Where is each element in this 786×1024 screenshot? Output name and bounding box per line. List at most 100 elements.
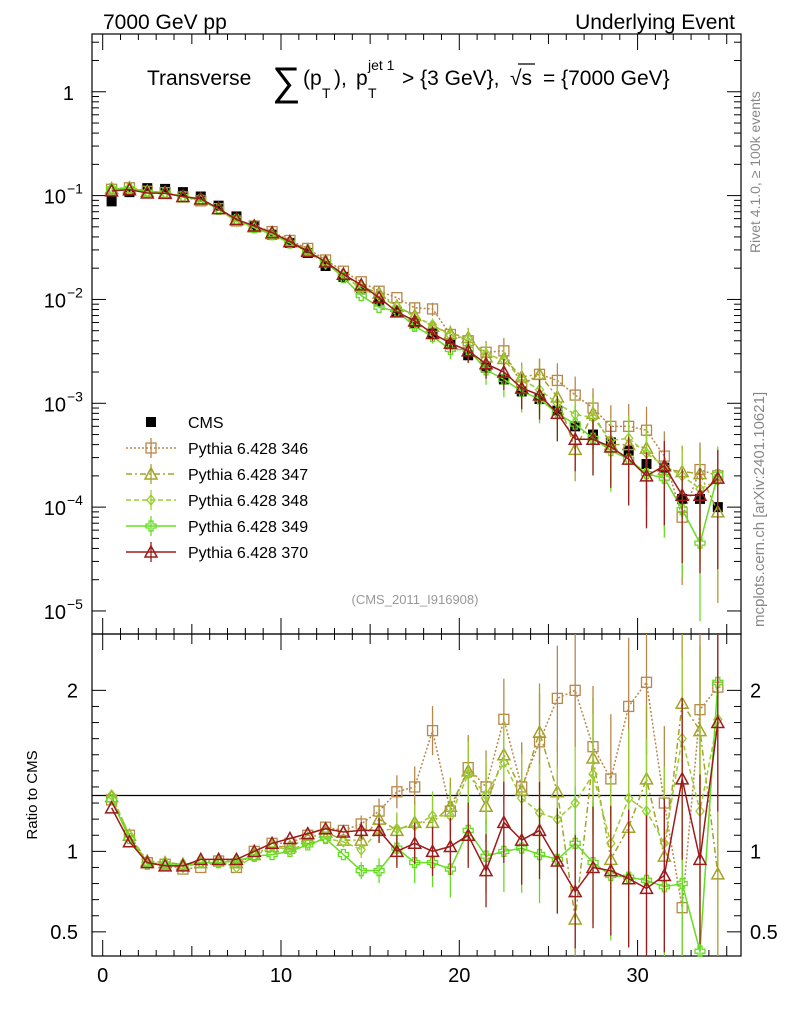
main-ytick-exp: −4 (67, 492, 83, 508)
main-point-p349 (284, 237, 296, 249)
ratio-point-p349 (212, 856, 225, 869)
main-point-p346 (426, 303, 439, 315)
title-sigma: ∑ (272, 60, 301, 104)
ratio-point-p370 (157, 858, 173, 872)
ratio-point-p348 (302, 837, 313, 850)
legend-label-p348: Pythia 6.428 348 (188, 493, 308, 510)
main-ytick-label: 10 (44, 394, 66, 416)
main-point-p370 (300, 243, 316, 258)
main-point-cms (320, 260, 331, 271)
ratio-point-p370 (639, 880, 654, 895)
ratio-point-p349 (355, 865, 367, 877)
main-point-p370 (229, 211, 244, 226)
title-cut: > {3 GeV}, (402, 67, 500, 90)
legend-marker-p349 (145, 520, 157, 532)
ratio-point-p349 (284, 845, 296, 857)
ratio-point-p370 (621, 871, 636, 885)
ratio-point-p370 (407, 835, 422, 850)
legend-marker-cms (146, 417, 156, 427)
ratio-point-p370 (389, 843, 405, 858)
legend-label-p349: Pythia 6.428 349 (188, 519, 308, 536)
main-point-p370 (550, 405, 565, 420)
main-point-p370 (443, 335, 458, 349)
ratio-ytick-label-left: 2 (67, 680, 78, 702)
ratio-point-p349 (337, 848, 350, 861)
ratio-point-p348 (356, 843, 367, 856)
ratio-point-p370 (710, 714, 726, 729)
main-point-p346 (391, 292, 403, 304)
main-point-p370 (532, 387, 547, 401)
main-point-p370 (407, 313, 422, 327)
ratio-point-p370 (104, 800, 119, 814)
ratio-point-p370 (532, 822, 547, 837)
ratio-point-p348 (481, 788, 491, 802)
ratio-point-p348 (338, 835, 349, 848)
ratio-point-p346 (623, 700, 635, 713)
ratio-point-p349 (302, 839, 314, 851)
header-left: 7000 GeV pp (103, 11, 227, 34)
ratio-point-p348 (463, 768, 474, 781)
main-point-p349 (248, 222, 260, 234)
main-ytick-exp: −5 (67, 596, 83, 612)
main-point-p370 (567, 431, 583, 446)
main-line-p346 (111, 187, 719, 520)
main-point-p349 (658, 472, 670, 484)
title-pt-sub: T (322, 85, 331, 101)
ratio-point-p370 (674, 771, 690, 785)
legend-label-p346: Pythia 6.428 346 (188, 441, 308, 458)
main-point-p348 (374, 289, 384, 303)
ratio-point-p347 (710, 866, 726, 880)
ratio-point-p370 (122, 834, 137, 848)
ratio-point-p349 (533, 848, 546, 861)
title-pt-close: ), (334, 67, 347, 90)
legend-marker-p348 (146, 493, 156, 507)
main-point-p370 (692, 487, 708, 502)
ratio-point-p370 (550, 853, 565, 867)
main-point-p370 (353, 277, 369, 291)
main-point-p370 (710, 470, 726, 484)
main-ytick-label: 10 (44, 498, 66, 520)
main-series (104, 180, 726, 622)
main-axes: 10 −510 −410 −310 −210 −11 (44, 34, 741, 634)
ratio-point-p370 (425, 843, 440, 858)
ratio-point-p370 (336, 824, 351, 838)
main-ytick-label: 10 (44, 187, 66, 209)
header-right: Underlying Event (575, 11, 735, 34)
ratio-point-p349 (676, 877, 688, 890)
ratio-point-p349 (426, 856, 439, 869)
ratio-point-p346 (551, 692, 564, 705)
ratio-xtick-label: 10 (270, 965, 292, 987)
main-point-p370 (318, 254, 333, 268)
ratio-point-p348 (427, 809, 438, 822)
ratio-point-p346 (426, 724, 439, 737)
main-point-p370 (104, 183, 119, 197)
main-line-p349 (111, 187, 719, 546)
ratio-point-p370 (496, 814, 512, 829)
ratio-axes: 0 10 20 30 0.5 0.5 1 1 2 2 (50, 634, 778, 987)
legend-marker-p347 (143, 466, 159, 480)
main-point-p370 (621, 451, 636, 465)
main-point-cms (195, 191, 206, 202)
ratio-ytick-label-left: 1 (67, 841, 78, 863)
plot-title: Transverse ∑ (p T ), p jet 1 T > {3 GeV}… (147, 57, 670, 104)
main-ytick-label: 10 (44, 290, 66, 312)
ratio-point-p348 (623, 792, 634, 805)
title-p2-sup: jet 1 (367, 57, 395, 73)
main-point-p370 (657, 458, 672, 472)
main-point-cms (106, 196, 117, 207)
main-point-p370 (193, 191, 209, 205)
ratio-point-p348 (588, 768, 598, 781)
ratio-point-p349 (480, 850, 492, 862)
main-point-p370 (478, 356, 494, 370)
title-p2: p (356, 67, 368, 90)
ratio-point-p370 (300, 826, 316, 840)
main-point-p370 (122, 182, 137, 196)
ratio-point-p370 (353, 822, 369, 837)
title-pt-open: (p (303, 67, 322, 90)
main-point-p349 (373, 301, 385, 313)
ratio-point-p370 (282, 830, 298, 845)
ratio-ytick-label-left: 0.5 (50, 922, 78, 944)
ratio-point-p370 (460, 827, 476, 841)
main-point-p370 (371, 290, 387, 304)
ratio-point-p346 (569, 684, 581, 696)
